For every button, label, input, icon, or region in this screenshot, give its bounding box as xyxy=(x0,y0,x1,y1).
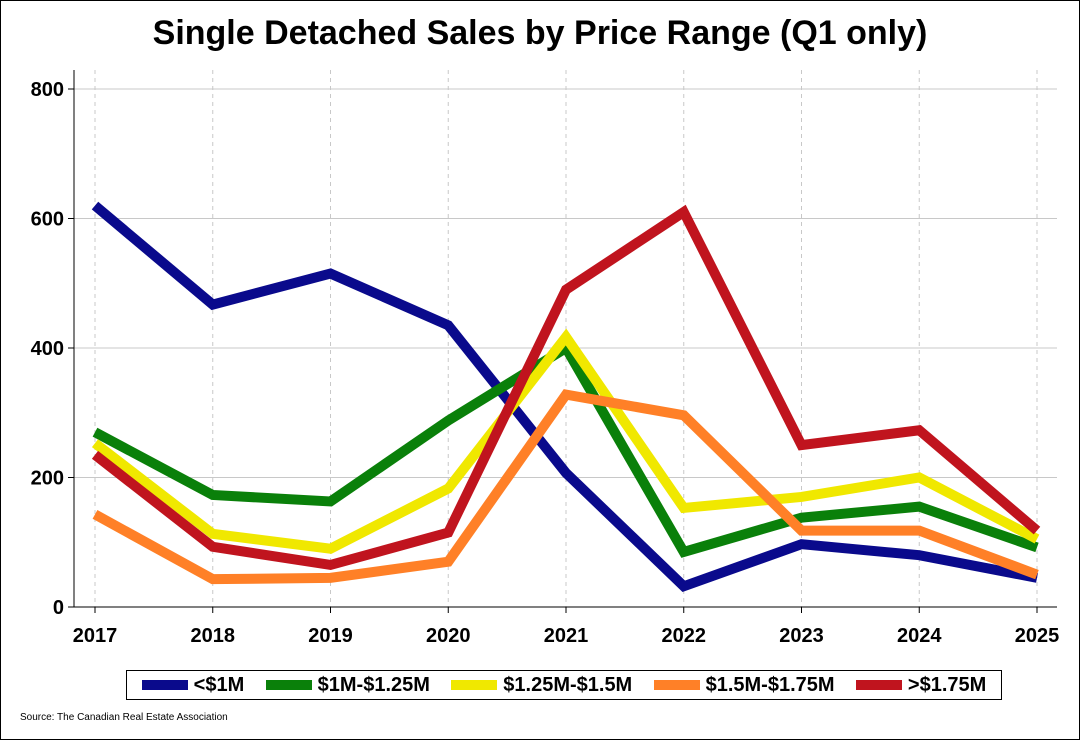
x-tick-label: 2022 xyxy=(662,625,707,647)
axis-layer: 0 200 400 600 800 2017 2018 2019 2020 2021 2022 202… xyxy=(31,70,1060,647)
series-line-1 xyxy=(92,341,1039,558)
x-tick-label: 2025 xyxy=(1015,625,1060,647)
x-tick-label: 2017 xyxy=(73,625,118,647)
series-line-2 xyxy=(91,328,1040,554)
legend-item: $1.5M-$1.75M xyxy=(653,673,835,697)
legend-item: <$1M xyxy=(141,673,245,697)
legend-swatch xyxy=(653,680,700,690)
source-note: Source: The Canadian Real Estate Associa… xyxy=(20,712,228,723)
series-line-3 xyxy=(92,389,1039,585)
y-tick-label: 800 xyxy=(31,79,64,101)
legend-item: >$1.75M xyxy=(855,673,987,697)
legend-swatch xyxy=(451,680,498,690)
series-line-4 xyxy=(91,204,1041,571)
legend-label: $1.5M-$1.75M xyxy=(705,673,835,696)
legend-item: $1.25M-$1.5M xyxy=(451,674,632,697)
series-layer xyxy=(91,201,1041,593)
x-tick-label: 2018 xyxy=(191,625,236,647)
x-tick-label: 2024 xyxy=(897,625,942,647)
x-tick-label: 2021 xyxy=(544,625,589,647)
legend-label: $1.25M-$1.5M xyxy=(503,673,633,696)
y-tick-label: 200 xyxy=(31,468,64,490)
chart-title: Single Detached Sales by Price Range (Q1… xyxy=(152,14,928,52)
x-tick-label: 2023 xyxy=(779,625,824,647)
legend-item: $1M-$1.25M xyxy=(265,673,430,697)
legend-swatch xyxy=(265,680,312,690)
x-tick-label: 2019 xyxy=(308,625,353,647)
legend-swatch xyxy=(855,680,902,690)
y-tick-label: 400 xyxy=(31,338,64,360)
series-line-0 xyxy=(91,201,1038,593)
legend-label: <$1M xyxy=(193,673,245,696)
y-tick-label: 600 xyxy=(31,209,64,231)
legend-swatch xyxy=(141,680,188,690)
x-tick-label: 2020 xyxy=(426,625,471,647)
legend-label: >$1.75M xyxy=(907,673,987,696)
grid-layer xyxy=(74,70,1057,607)
legend-label: $1M-$1.25M xyxy=(317,673,430,696)
y-tick-label: 0 xyxy=(53,597,64,619)
chart-legend: <$1M $1M-$1.25M $1.25M-$1.5M $1.5M-$1.75M >$… xyxy=(126,670,1002,700)
